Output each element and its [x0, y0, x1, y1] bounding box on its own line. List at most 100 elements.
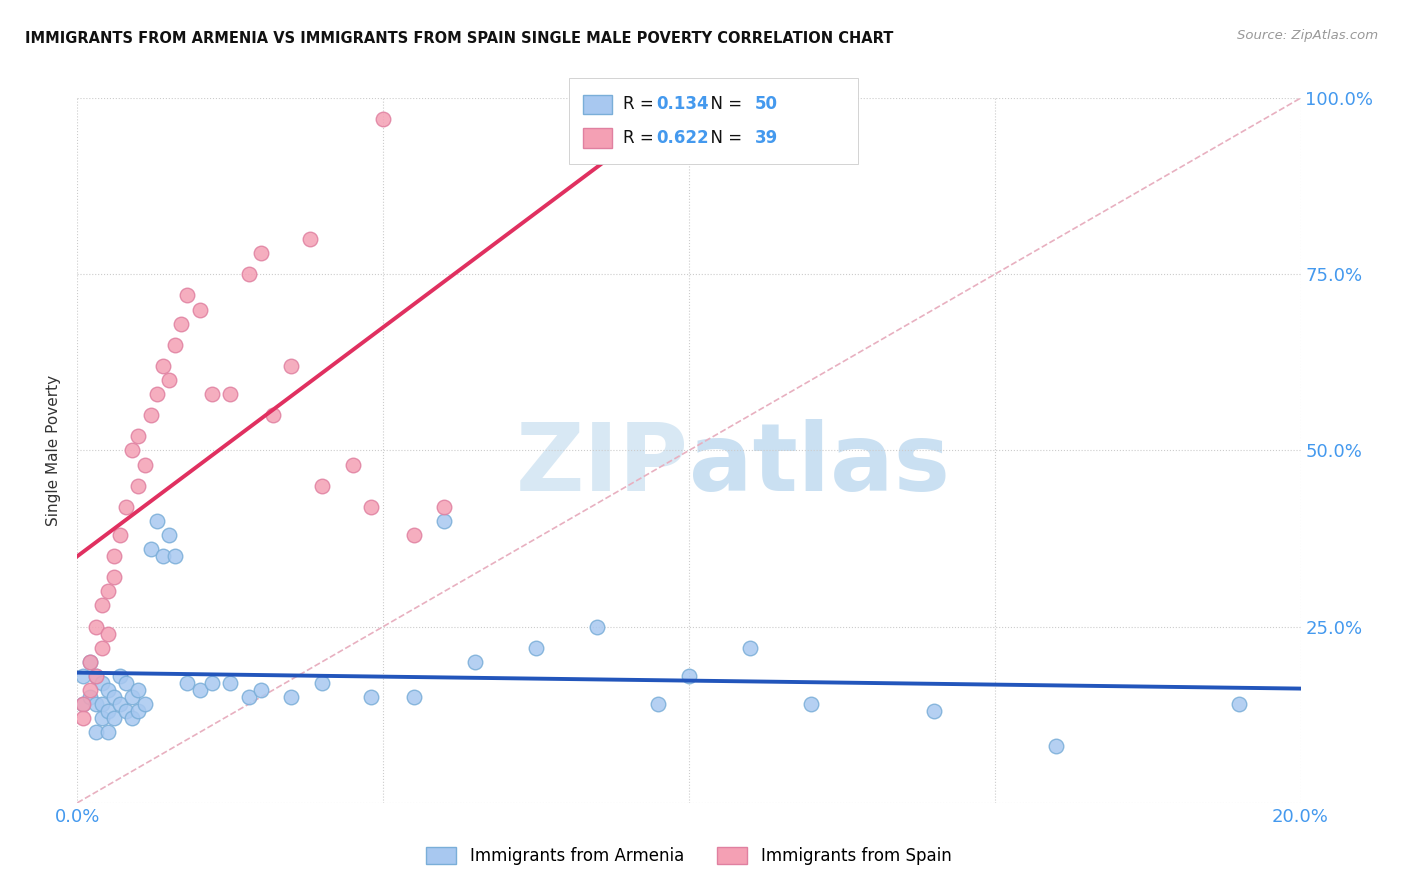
Point — [134, 458, 156, 472]
Text: 50: 50 — [755, 95, 778, 113]
Point — [176, 288, 198, 302]
Point — [219, 676, 242, 690]
Point — [103, 711, 125, 725]
Text: 0.622: 0.622 — [657, 129, 709, 147]
Point — [238, 268, 260, 282]
Point — [72, 669, 94, 683]
Text: atlas: atlas — [689, 418, 950, 510]
Point — [201, 676, 224, 690]
Point — [262, 409, 284, 423]
Point — [800, 697, 823, 711]
Y-axis label: Single Male Poverty: Single Male Poverty — [46, 375, 62, 526]
Point — [84, 620, 107, 634]
Point — [165, 338, 187, 352]
Text: R =: R = — [623, 129, 659, 147]
Point — [740, 640, 762, 655]
Point — [139, 409, 162, 423]
Point — [72, 697, 94, 711]
Text: 39: 39 — [755, 129, 779, 147]
Point — [115, 500, 138, 514]
Point — [433, 500, 456, 514]
Point — [97, 725, 120, 739]
Point — [165, 549, 187, 564]
Point — [280, 359, 302, 373]
Text: N =: N = — [700, 95, 748, 113]
Point — [90, 676, 112, 690]
Point — [79, 655, 101, 669]
Point — [311, 676, 333, 690]
Point — [342, 458, 364, 472]
Point — [103, 549, 125, 564]
Point — [84, 725, 107, 739]
Point — [84, 669, 107, 683]
Point — [464, 655, 486, 669]
Point — [170, 317, 193, 331]
Point — [121, 443, 143, 458]
Point — [402, 690, 425, 705]
Point — [128, 683, 150, 698]
Text: R =: R = — [623, 95, 659, 113]
Point — [1045, 739, 1067, 754]
Point — [121, 711, 143, 725]
Point — [128, 704, 150, 718]
Point — [97, 704, 120, 718]
Point — [146, 514, 169, 528]
Point — [72, 697, 94, 711]
Text: ZIP: ZIP — [516, 418, 689, 510]
Point — [157, 373, 180, 387]
Point — [103, 690, 125, 705]
Point — [250, 683, 273, 698]
Point — [97, 584, 120, 599]
Point — [157, 528, 180, 542]
Point — [176, 676, 198, 690]
Point — [586, 620, 609, 634]
Point — [360, 500, 382, 514]
Point — [108, 669, 131, 683]
Point — [922, 704, 945, 718]
Point — [188, 302, 211, 317]
Point — [84, 697, 107, 711]
Point — [90, 599, 112, 613]
Point — [524, 640, 547, 655]
Point — [97, 683, 120, 698]
Point — [152, 359, 174, 373]
Text: 0.134: 0.134 — [657, 95, 709, 113]
Point — [121, 690, 143, 705]
Point — [201, 387, 224, 401]
Point — [90, 697, 112, 711]
Point — [90, 640, 112, 655]
Point — [90, 711, 112, 725]
Point — [298, 232, 321, 246]
Point — [108, 697, 131, 711]
Point — [139, 542, 162, 557]
Point — [103, 570, 125, 584]
Text: Source: ZipAtlas.com: Source: ZipAtlas.com — [1237, 29, 1378, 42]
Legend: Immigrants from Armenia, Immigrants from Spain: Immigrants from Armenia, Immigrants from… — [420, 840, 957, 872]
Point — [146, 387, 169, 401]
Point — [134, 697, 156, 711]
Point — [108, 528, 131, 542]
Point — [152, 549, 174, 564]
Point — [79, 683, 101, 698]
Point — [115, 676, 138, 690]
Point — [84, 669, 107, 683]
Text: IMMIGRANTS FROM ARMENIA VS IMMIGRANTS FROM SPAIN SINGLE MALE POVERTY CORRELATION: IMMIGRANTS FROM ARMENIA VS IMMIGRANTS FR… — [25, 31, 894, 46]
Point — [97, 626, 120, 640]
Point — [433, 514, 456, 528]
Point — [219, 387, 242, 401]
Text: N =: N = — [700, 129, 748, 147]
Point — [647, 697, 669, 711]
Point — [360, 690, 382, 705]
Point — [79, 690, 101, 705]
Point — [238, 690, 260, 705]
Point — [402, 528, 425, 542]
Point — [678, 669, 700, 683]
Point — [1229, 697, 1251, 711]
Point — [115, 704, 138, 718]
Point — [128, 429, 150, 443]
Point — [250, 246, 273, 260]
Point — [72, 711, 94, 725]
Point — [128, 479, 150, 493]
Point — [188, 683, 211, 698]
Point — [280, 690, 302, 705]
